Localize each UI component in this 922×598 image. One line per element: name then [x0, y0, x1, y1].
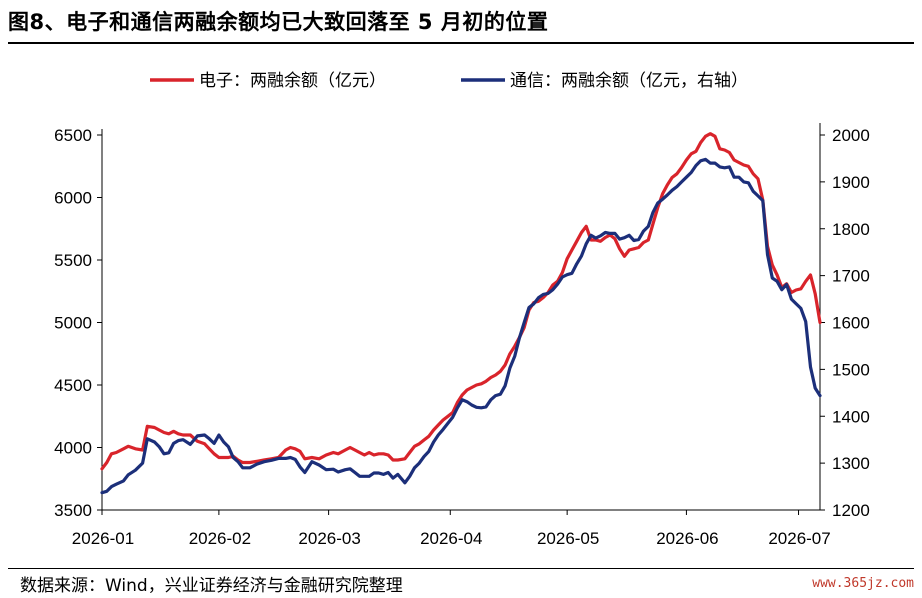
x-tick-label: 2026-06 — [656, 529, 718, 548]
x-tick-label: 2026-01 — [72, 529, 134, 548]
left-tick-label: 5500 — [54, 251, 92, 270]
right-tick-label: 1800 — [832, 220, 870, 239]
chart-title: 图8、电子和通信两融余额均已大致回落至 5 月初的位置 — [8, 10, 549, 34]
data-source-note: 数据来源：Wind，兴业证券经济与金融研究院整理 — [20, 576, 403, 596]
right-tick-label: 1700 — [832, 267, 870, 286]
left-tick-label: 5000 — [54, 314, 92, 333]
left-tick-label: 6500 — [54, 126, 92, 145]
left-tick-label: 6000 — [54, 189, 92, 208]
left-tick-label: 4000 — [54, 439, 92, 458]
legend-label: 通信：两融余额（亿元，右轴） — [510, 71, 748, 91]
right-tick-label: 1500 — [832, 360, 870, 379]
right-tick-label: 2000 — [832, 126, 870, 145]
watermark: www.365jz.com — [812, 576, 914, 591]
chart-canvas: 电子：两融余额（亿元） 通信：两融余额（亿元，右轴） 3500 4000 4500 50… — [54, 71, 870, 548]
chart-axes: 3500 4000 4500 5000 5500 6000 6500 1200 1300 1400… — [54, 123, 870, 548]
right-tick-label: 1200 — [832, 501, 870, 520]
x-tick-label: 2026-03 — [298, 529, 360, 548]
left-tick-label: 3500 — [54, 501, 92, 520]
series-line-telecom — [100, 157, 822, 495]
title-divider — [8, 42, 914, 44]
right-tick-label: 1900 — [832, 173, 870, 192]
right-tick-label: 1400 — [832, 407, 870, 426]
x-tick-label: 2026-05 — [537, 529, 599, 548]
series-line-electronics — [100, 132, 822, 471]
legend: 电子：两融余额（亿元） 通信：两融余额（亿元，右轴） — [150, 71, 748, 91]
right-tick-label: 1600 — [832, 314, 870, 333]
footer-divider — [8, 568, 914, 569]
x-tick-label: 2026-04 — [420, 529, 482, 548]
legend-label: 电子：两融余额（亿元） — [199, 71, 386, 91]
left-tick-label: 4500 — [54, 376, 92, 395]
x-tick-label: 2026-07 — [768, 529, 830, 548]
x-tick-label: 2026-02 — [189, 529, 251, 548]
series-group — [100, 132, 822, 495]
right-tick-label: 1300 — [832, 454, 870, 473]
